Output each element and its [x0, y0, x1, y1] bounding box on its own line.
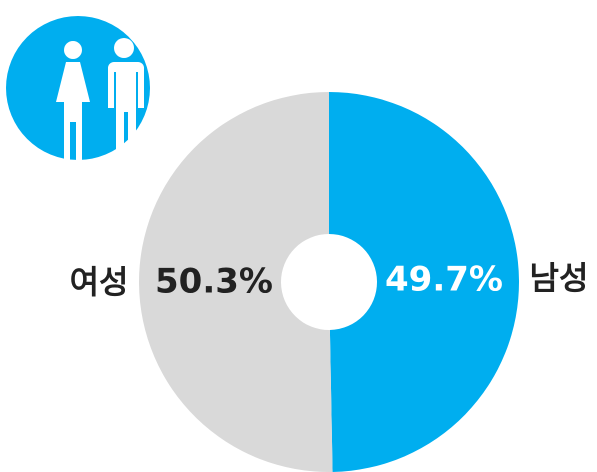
- people-icon: [6, 16, 150, 164]
- slice: [139, 92, 333, 472]
- slice: [329, 92, 520, 472]
- category-label: 남성: [530, 259, 589, 297]
- value-label: 49.7%: [385, 259, 503, 299]
- value-label: 50.3%: [155, 262, 273, 302]
- category-label: 여성: [70, 263, 129, 301]
